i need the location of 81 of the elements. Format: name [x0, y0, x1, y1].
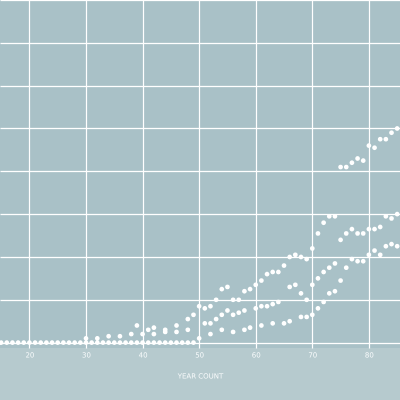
- point: [152, 332, 156, 336]
- point: [259, 278, 264, 283]
- point: [298, 254, 304, 260]
- point: [360, 231, 366, 236]
- point: [389, 130, 394, 136]
- point: [394, 212, 400, 216]
- point: [378, 224, 383, 230]
- point: [287, 254, 292, 260]
- point: [298, 291, 304, 296]
- point: [264, 272, 270, 276]
- point: [236, 310, 242, 316]
- point: [236, 297, 242, 302]
- point: [196, 304, 202, 309]
- point: [372, 226, 377, 232]
- point: [191, 312, 196, 318]
- point: [185, 316, 190, 322]
- point: [332, 261, 338, 266]
- point: [378, 136, 383, 142]
- point: [366, 226, 372, 232]
- point: [321, 220, 326, 226]
- point: [219, 312, 224, 318]
- point: [174, 323, 179, 328]
- point: [270, 302, 276, 306]
- point: [372, 145, 377, 150]
- point: [282, 263, 286, 268]
- point: [355, 156, 360, 161]
- point: [360, 158, 366, 163]
- point: [214, 316, 218, 322]
- point: [253, 306, 258, 311]
- point: [185, 327, 190, 332]
- point: [84, 336, 88, 341]
- point: [146, 327, 151, 332]
- point: [128, 332, 134, 336]
- point: [304, 256, 309, 262]
- point: [253, 282, 258, 288]
- point: [338, 164, 343, 170]
- point: [344, 231, 349, 236]
- point: [292, 252, 298, 258]
- point: [208, 321, 213, 326]
- point: [276, 270, 281, 274]
- point: [152, 325, 156, 330]
- point: [326, 265, 332, 270]
- point: [316, 231, 320, 236]
- point: [134, 323, 140, 328]
- point: [214, 297, 218, 302]
- point: [219, 286, 224, 292]
- point: [384, 136, 388, 142]
- point: [350, 160, 354, 166]
- point: [310, 282, 315, 288]
- point: [366, 143, 372, 148]
- point: [321, 270, 326, 274]
- point: [202, 321, 208, 326]
- point: [389, 216, 394, 221]
- point: [242, 308, 247, 313]
- point: [259, 304, 264, 309]
- point: [316, 276, 320, 281]
- point: [208, 304, 213, 309]
- point: [174, 330, 179, 334]
- point: [106, 334, 111, 339]
- point: [292, 282, 298, 288]
- point: [230, 297, 236, 302]
- point: [394, 126, 400, 131]
- point: [225, 308, 230, 313]
- point: [140, 332, 145, 336]
- point: [270, 270, 276, 274]
- point: [202, 306, 208, 311]
- point: [248, 286, 252, 292]
- point: [242, 288, 247, 294]
- point: [310, 246, 315, 251]
- point: [264, 304, 270, 309]
- point: [276, 300, 281, 304]
- point: [287, 284, 292, 290]
- point: [338, 238, 343, 242]
- point: [355, 231, 360, 236]
- point: [225, 284, 230, 290]
- point: [118, 334, 122, 339]
- point: [230, 312, 236, 318]
- point: [304, 297, 309, 302]
- point: [94, 336, 100, 341]
- point: [344, 164, 349, 170]
- point: [350, 226, 354, 232]
